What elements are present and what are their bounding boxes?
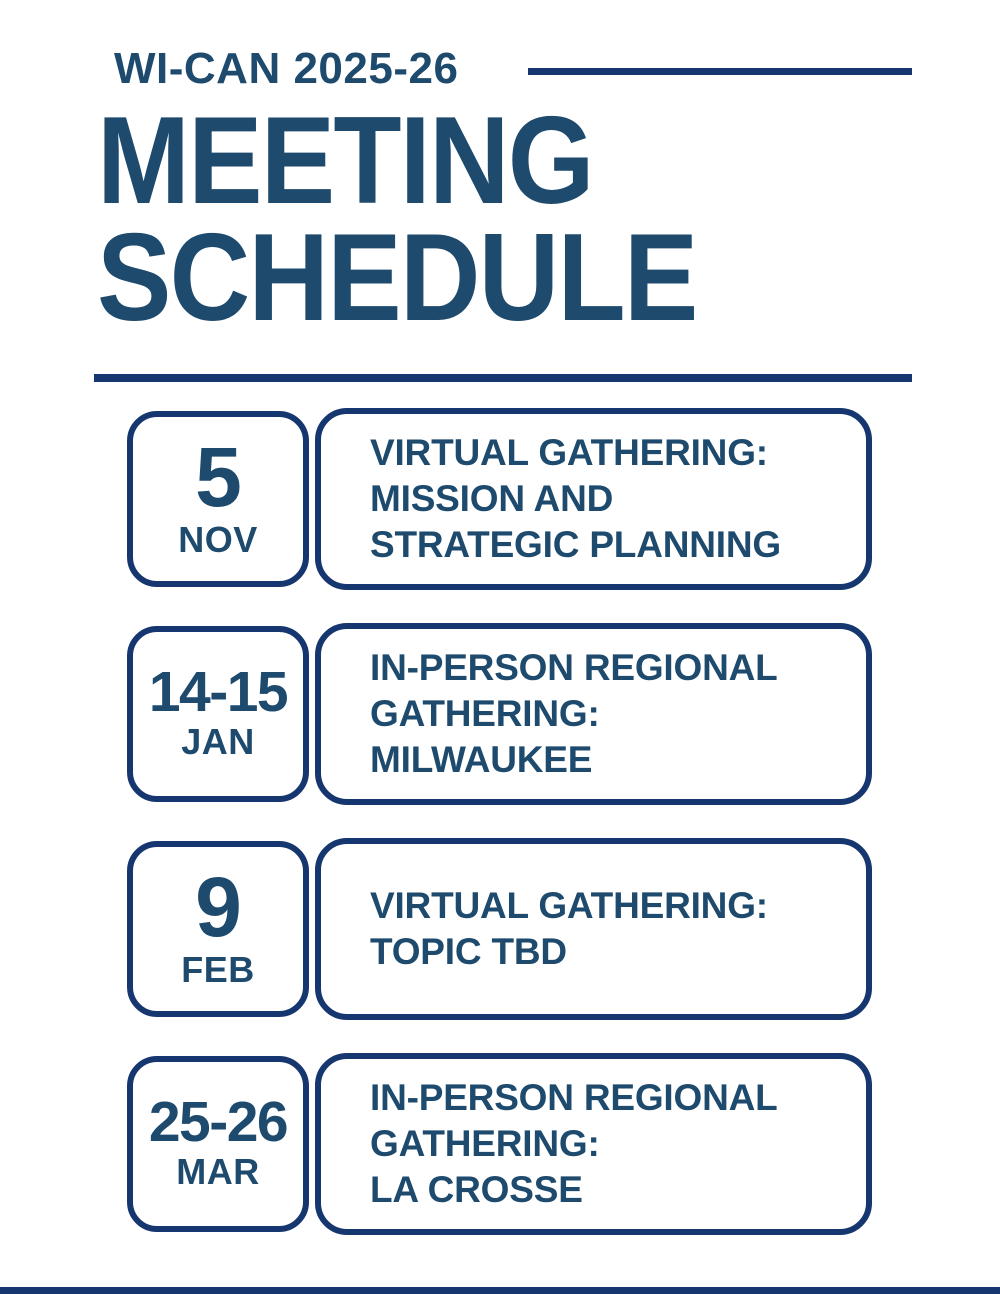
date-card: 9 FEB [127, 841, 309, 1017]
date-month: MAR [176, 1151, 260, 1193]
event-title: VIRTUAL GATHERING: TOPIC TBD [370, 883, 768, 975]
date-month: FEB [181, 948, 255, 990]
event-title-line: IN-PERSON REGIONAL [370, 647, 778, 688]
date-month: NOV [178, 518, 258, 560]
event-title: VIRTUAL GATHERING: MISSION AND STRATEGIC… [370, 430, 781, 568]
event-title: IN-PERSON REGIONAL GATHERING: LA CROSSE [370, 1075, 778, 1213]
date-card: 25-26 MAR [127, 1056, 309, 1232]
schedule-row: 25-26 MAR IN-PERSON REGIONAL GATHERING: … [0, 1053, 1000, 1235]
date-number: 9 [195, 859, 242, 954]
date-card: 5 NOV [127, 411, 309, 587]
event-card: IN-PERSON REGIONAL GATHERING: LA CROSSE [315, 1053, 872, 1235]
page-title-line-2: SCHEDULE [97, 209, 698, 347]
event-card: VIRTUAL GATHERING: MISSION AND STRATEGIC… [315, 408, 872, 590]
event-title-line: MISSION AND [370, 478, 614, 519]
kicker-rule [528, 68, 912, 75]
date-number: 14-15 [148, 659, 289, 724]
event-title: IN-PERSON REGIONAL GATHERING: MILWAUKEE [370, 645, 778, 783]
date-number: 25-26 [148, 1089, 289, 1154]
schedule-row: 5 NOV VIRTUAL GATHERING: MISSION AND STR… [0, 408, 1000, 590]
date-number: 5 [195, 429, 242, 524]
event-title-line: TOPIC TBD [370, 931, 567, 972]
schedule-row: 14-15 JAN IN-PERSON REGIONAL GATHERING: … [0, 623, 1000, 805]
date-card: 14-15 JAN [127, 626, 309, 802]
event-title-line: GATHERING: [370, 693, 600, 734]
date-month: JAN [181, 721, 255, 763]
page-title-line-1: MEETING [97, 92, 595, 230]
event-card: IN-PERSON REGIONAL GATHERING: MILWAUKEE [315, 623, 872, 805]
schedule-row: 9 FEB VIRTUAL GATHERING: TOPIC TBD [0, 838, 1000, 1020]
event-title-line: STRATEGIC PLANNING [370, 524, 781, 565]
event-title-line: VIRTUAL GATHERING: [370, 885, 768, 926]
kicker-text: WI-CAN 2025-26 [114, 44, 459, 93]
event-title-line: VIRTUAL GATHERING: [370, 432, 768, 473]
title-divider-rule [94, 374, 912, 382]
event-title-line: MILWAUKEE [370, 739, 593, 780]
event-card: VIRTUAL GATHERING: TOPIC TBD [315, 838, 872, 1020]
event-title-line: LA CROSSE [370, 1169, 583, 1210]
event-title-line: IN-PERSON REGIONAL [370, 1077, 778, 1118]
footer-accent-bar [0, 1287, 1000, 1294]
event-title-line: GATHERING: [370, 1123, 600, 1164]
page-title: MEETING SCHEDULE [97, 92, 698, 347]
